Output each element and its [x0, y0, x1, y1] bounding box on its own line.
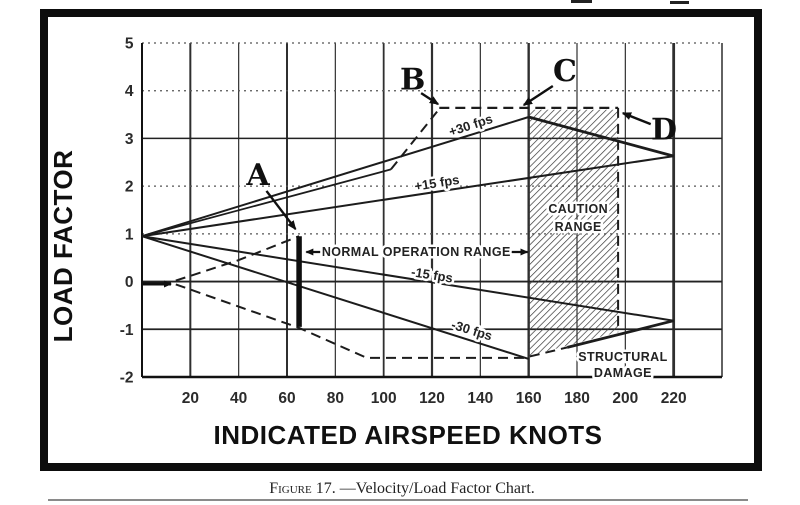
- lower-envelope-ascending: [566, 319, 675, 349]
- gust-line-minus-30-fps: [141, 235, 530, 360]
- stall-line-lower-rising-dashed: [175, 235, 300, 282]
- y-tick-label: 0: [125, 274, 134, 291]
- point-label-D: D: [651, 112, 677, 147]
- gust-line-label: +15 fps: [413, 172, 460, 194]
- y-tick-label: -2: [120, 370, 134, 387]
- scan-line-bottom: [48, 499, 748, 501]
- x-tick-label: 160: [516, 390, 542, 407]
- point-label-C: C: [553, 54, 577, 89]
- x-tick-label: 120: [419, 390, 445, 407]
- x-tick-label: 220: [661, 390, 687, 407]
- x-tick-label: 140: [467, 390, 493, 407]
- structural-damage-label: STRUCTURAL: [578, 350, 667, 364]
- gust-line-label: -30 fps: [450, 317, 494, 344]
- annotations: [142, 84, 652, 327]
- x-tick-label: 40: [230, 390, 247, 407]
- caution-range-label: CAUTION: [548, 202, 608, 216]
- stall-line-upper-dashed: [390, 108, 441, 171]
- scan-artifacts: [48, 0, 748, 501]
- y-tick-label: -1: [120, 322, 134, 339]
- figure-caption-title: —Velocity/Load Factor Chart.: [336, 480, 535, 497]
- point-arrow-C: [522, 84, 554, 107]
- stall-line-upper-solid: [141, 168, 392, 238]
- chart-lines: [141, 106, 675, 360]
- x-tick-label: 20: [182, 390, 199, 407]
- negative-stall-dashed: [175, 283, 568, 359]
- y-axis-title: LOAD FACTOR: [48, 150, 78, 343]
- point-label-A: A: [245, 158, 270, 193]
- upper-envelope-descending: [528, 115, 675, 158]
- point-arrow-D: [621, 112, 652, 126]
- figure-caption-number: Figure 17.: [269, 480, 336, 497]
- normal-operation-range-label: NORMAL OPERATION RANGE: [322, 245, 511, 259]
- point-arrow-B: [420, 92, 440, 106]
- x-tick-label: 100: [371, 390, 397, 407]
- point-label-B: B: [400, 63, 425, 98]
- y-tick-label: 1: [125, 226, 134, 243]
- scan-mark-top-2: [670, 1, 689, 4]
- y-tick-label: 4: [125, 83, 134, 100]
- x-tick-label: 180: [564, 390, 590, 407]
- x-tick-label: 60: [278, 390, 295, 407]
- y-tick-label: 5: [125, 36, 134, 53]
- x-axis-title: INDICATED AIRSPEED KNOTS: [213, 420, 602, 450]
- figure-caption: Figure 17. —Velocity/Load Factor Chart.: [269, 480, 535, 497]
- scan-mark-top-1: [571, 0, 592, 3]
- caution-range-label: RANGE: [555, 220, 602, 234]
- y-tick-label: 3: [125, 131, 134, 148]
- axis-ticks: 20 40 60 80 100 120 140 160 180 200 220 5 4 3 2 1 0 -1 -2: [120, 36, 687, 408]
- gust-line-plus-15-fps: [141, 155, 674, 238]
- caution-range-region: [528, 109, 619, 356]
- x-tick-label: 200: [612, 390, 638, 407]
- figure-frame-border: [40, 9, 762, 471]
- gust-line-plus-30-fps: [141, 116, 529, 238]
- caution-range-hatch: [528, 109, 619, 356]
- y-tick-label: 2: [125, 179, 134, 196]
- point-arrow-A: [265, 190, 297, 231]
- structural-damage-label: DAMAGE: [594, 366, 652, 380]
- gust-line-minus-15-fps: [141, 235, 674, 322]
- x-tick-label: 80: [327, 390, 344, 407]
